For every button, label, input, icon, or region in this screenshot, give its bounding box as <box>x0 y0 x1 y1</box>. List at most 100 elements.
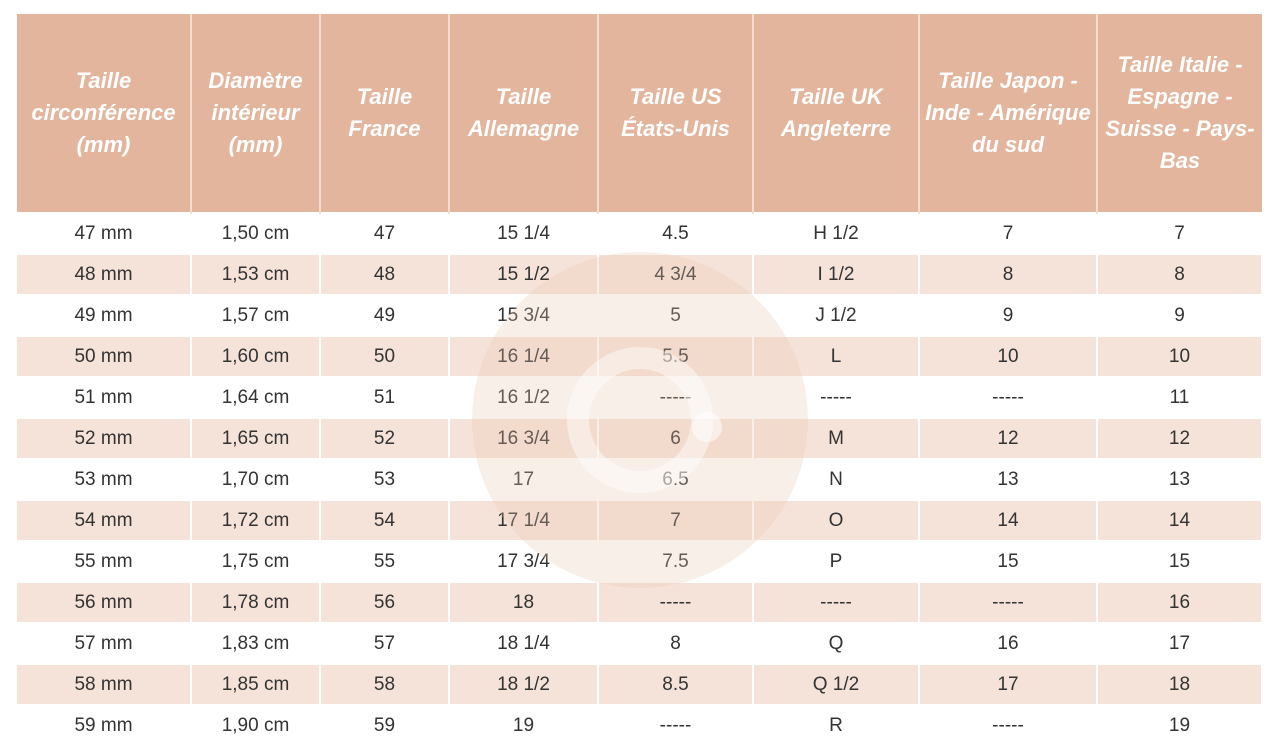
table-cell: 17 <box>919 663 1098 705</box>
table-cell: ----- <box>598 581 754 623</box>
table-cell: L <box>753 335 920 377</box>
table-cell: 19 <box>449 704 599 745</box>
table-header-row: Taille circonférence (mm) Diamètre intéri… <box>17 14 1262 213</box>
table-cell: 8 <box>1097 253 1263 295</box>
table-cell: ----- <box>753 581 920 623</box>
table-cell: 6.5 <box>598 458 754 500</box>
column-header: Diamètre intérieur (mm) <box>191 14 321 213</box>
table-cell: 9 <box>919 294 1098 336</box>
table-cell: 51 <box>320 376 450 418</box>
table-cell: 57 <box>320 622 450 664</box>
column-header: Taille Allemagne <box>449 14 599 213</box>
table-cell: 1,72 cm <box>191 499 321 541</box>
table-cell: 53 mm <box>17 458 192 500</box>
table-cell: N <box>753 458 920 500</box>
table-cell: 9 <box>1097 294 1263 336</box>
table-row: 52 mm 1,65 cm 52 16 3/4 6 M 12 12 <box>17 417 1263 459</box>
table-cell: 12 <box>1097 417 1263 459</box>
table-cell: 57 mm <box>17 622 192 664</box>
table-row: 54 mm 1,72 cm 54 17 1/4 7 O 14 14 <box>17 499 1263 541</box>
table-cell: Q 1/2 <box>753 663 920 705</box>
table-cell: 56 <box>320 581 450 623</box>
table-row: 58 mm 1,85 cm 58 18 1/2 8.5 Q 1/2 17 18 <box>17 663 1263 705</box>
column-header: Taille Japon - Inde - Amérique du sud <box>919 14 1098 213</box>
ring-size-table: Taille circonférence (mm) Diamètre intéri… <box>17 14 1263 745</box>
table-row: 51 mm 1,64 cm 51 16 1/2 ----- ----- ----- 11 <box>17 376 1263 418</box>
column-header: Taille France <box>320 14 450 213</box>
table-cell: 1,70 cm <box>191 458 321 500</box>
table-cell: 52 mm <box>17 417 192 459</box>
table-cell: 1,78 cm <box>191 581 321 623</box>
table-cell: 1,83 cm <box>191 622 321 664</box>
table-cell: 1,64 cm <box>191 376 321 418</box>
table-cell: 49 mm <box>17 294 192 336</box>
table-cell: 18 1/4 <box>449 622 599 664</box>
table-cell: 54 mm <box>17 499 192 541</box>
table-cell: 1,65 cm <box>191 417 321 459</box>
table-cell: ----- <box>919 581 1098 623</box>
table-cell: 53 <box>320 458 450 500</box>
column-header: Taille circonférence (mm) <box>17 14 192 213</box>
table-cell: 17 <box>449 458 599 500</box>
table-cell: 18 1/2 <box>449 663 599 705</box>
table-cell: 16 <box>919 622 1098 664</box>
table-cell: ----- <box>919 704 1098 745</box>
table-cell: 15 1/2 <box>449 253 599 295</box>
table-cell: J 1/2 <box>753 294 920 336</box>
column-header: Taille US États-Unis <box>598 14 754 213</box>
table-row: 56 mm 1,78 cm 56 18 ----- ----- ----- 16 <box>17 581 1263 623</box>
table-cell: 48 mm <box>17 253 192 295</box>
table-cell: 58 <box>320 663 450 705</box>
table-cell: 50 <box>320 335 450 377</box>
table-cell: 13 <box>1097 458 1263 500</box>
table-cell: 49 <box>320 294 450 336</box>
table-cell: 4.5 <box>598 212 754 254</box>
table-cell: 1,53 cm <box>191 253 321 295</box>
table-cell: 55 mm <box>17 540 192 582</box>
table-cell: 12 <box>919 417 1098 459</box>
table-cell: 59 <box>320 704 450 745</box>
table-cell: Q <box>753 622 920 664</box>
table-cell: 8 <box>598 622 754 664</box>
table-cell: 7 <box>919 212 1098 254</box>
table-row: 50 mm 1,60 cm 50 16 1/4 5.5 L 10 10 <box>17 335 1263 377</box>
table-cell: 8.5 <box>598 663 754 705</box>
table-cell: 15 1/4 <box>449 212 599 254</box>
table-cell: P <box>753 540 920 582</box>
table-cell: 7 <box>598 499 754 541</box>
column-header: Taille Italie - Espagne - Suisse - Pays-… <box>1097 14 1262 213</box>
table-cell: 19 <box>1097 704 1263 745</box>
table-cell: 16 3/4 <box>449 417 599 459</box>
table-cell: 1,90 cm <box>191 704 321 745</box>
table-cell: ----- <box>753 376 920 418</box>
table-cell: 15 <box>1097 540 1263 582</box>
table-cell: 16 1/4 <box>449 335 599 377</box>
table-cell: I 1/2 <box>753 253 920 295</box>
table-row: 59 mm 1,90 cm 59 19 ----- R ----- 19 <box>17 704 1263 745</box>
table-cell: 56 mm <box>17 581 192 623</box>
table-cell: 5.5 <box>598 335 754 377</box>
table-cell: 6 <box>598 417 754 459</box>
table-cell: 51 mm <box>17 376 192 418</box>
table-cell: 1,50 cm <box>191 212 321 254</box>
table-cell: 10 <box>1097 335 1263 377</box>
table-cell: 47 mm <box>17 212 192 254</box>
table-row: 57 mm 1,83 cm 57 18 1/4 8 Q 16 17 <box>17 622 1263 664</box>
table-cell: 17 <box>1097 622 1263 664</box>
table-cell: 50 mm <box>17 335 192 377</box>
table-cell: 48 <box>320 253 450 295</box>
table-cell: 14 <box>1097 499 1263 541</box>
table-cell: 7 <box>1097 212 1263 254</box>
table-cell: H 1/2 <box>753 212 920 254</box>
table-cell: 14 <box>919 499 1098 541</box>
table-cell: ----- <box>598 704 754 745</box>
table-cell: 15 3/4 <box>449 294 599 336</box>
table-cell: 13 <box>919 458 1098 500</box>
table-cell: 7.5 <box>598 540 754 582</box>
table-row: 48 mm 1,53 cm 48 15 1/2 4 3/4 I 1/2 8 8 <box>17 253 1263 295</box>
table-cell: 10 <box>919 335 1098 377</box>
table-cell: 16 <box>1097 581 1263 623</box>
table-cell: 55 <box>320 540 450 582</box>
table-cell: 18 <box>449 581 599 623</box>
table-cell: 1,60 cm <box>191 335 321 377</box>
